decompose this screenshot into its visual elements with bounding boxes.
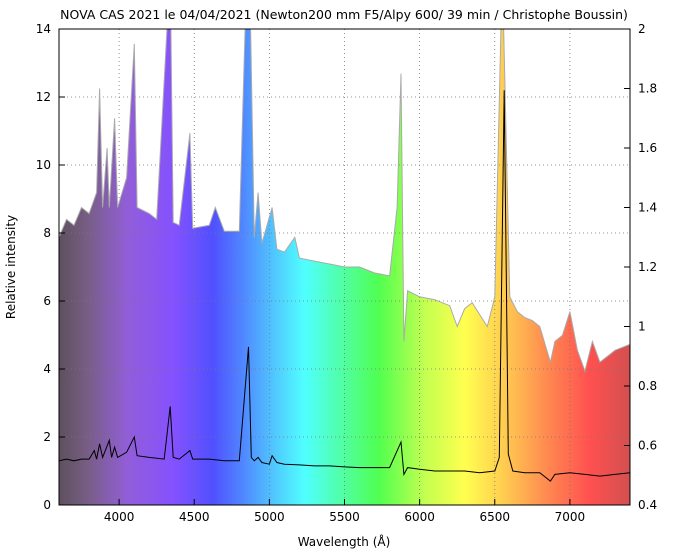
x-tick-label: 5000	[254, 510, 285, 524]
y-tick-label: 0	[43, 498, 51, 512]
y2-tick-label: 0.8	[638, 379, 657, 393]
x-axis-title: Wavelength (Å)	[298, 534, 391, 549]
y2-tick-label: 1.8	[638, 82, 657, 96]
y2-tick-label: 2	[638, 22, 646, 36]
chart-title: NOVA CAS 2021 le 04/04/2021 (Newton200 m…	[60, 7, 628, 22]
x-tick-label: 5500	[329, 510, 360, 524]
y2-axis-ticks: 0.4 0.6 0.8 1 1.2 1.4 1.6 1.8 2	[624, 22, 657, 512]
x-tick-label: 6500	[479, 510, 510, 524]
y-tick-label: 14	[36, 22, 51, 36]
y-axis-ticks: 0 2 4 6 8 10 12 14	[36, 22, 65, 512]
x-tick-label: 4000	[104, 510, 135, 524]
y-tick-label: 4	[43, 362, 51, 376]
y2-tick-label: 1.2	[638, 260, 657, 274]
right-axis-series-line	[59, 29, 630, 373]
x-tick-label: 6000	[404, 510, 435, 524]
y-tick-label: 2	[43, 430, 51, 444]
y-tick-label: 10	[36, 158, 51, 172]
y2-tick-label: 0.4	[638, 498, 657, 512]
y-tick-label: 12	[36, 90, 51, 104]
y2-tick-label: 1.6	[638, 141, 657, 155]
y-tick-label: 8	[43, 226, 51, 240]
y-axis-title: Relative intensity	[4, 215, 18, 319]
y2-tick-label: 0.6	[638, 439, 657, 453]
grid-lines	[59, 29, 630, 505]
left-axis-series-line	[59, 90, 630, 482]
y2-tick-label: 1	[638, 320, 646, 334]
plot-area	[59, 29, 630, 505]
x-tick-label: 7000	[555, 510, 586, 524]
x-axis-ticks: 4000 4500 5000 5500 6000 6500 7000	[104, 499, 585, 524]
y-tick-label: 6	[43, 294, 51, 308]
y2-tick-label: 1.4	[638, 201, 657, 215]
x-tick-label: 4500	[179, 510, 210, 524]
